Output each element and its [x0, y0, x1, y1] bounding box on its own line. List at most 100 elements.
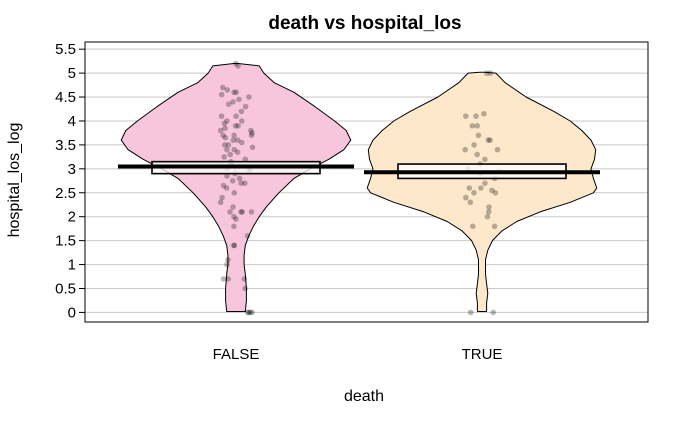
- y-tick-label: 2: [68, 209, 76, 226]
- y-tick-label: 1.5: [55, 233, 76, 250]
- data-point: [221, 154, 227, 160]
- data-point: [245, 309, 251, 316]
- data-point: [222, 134, 229, 141]
- data-point: [238, 108, 245, 115]
- data-point: [231, 213, 237, 220]
- data-point: [242, 285, 248, 292]
- y-tick-label: 0: [68, 304, 76, 321]
- data-point: [473, 113, 479, 119]
- axes: 0 0.5 1 1.5 2 2.5 3 3.5 4 4.5 5 5.5 FALSE TRUE: [55, 41, 502, 363]
- data-point: [217, 127, 224, 134]
- beans: [120, 63, 598, 312]
- y-tick-label: 3.5: [55, 137, 76, 154]
- data-point: [245, 309, 252, 316]
- data-point: [231, 223, 237, 230]
- bean-false: [120, 63, 352, 312]
- bean-true: [366, 71, 598, 312]
- data-point: [248, 127, 254, 134]
- data-point: [467, 199, 474, 206]
- data-point: [224, 173, 230, 179]
- data-point: [239, 209, 245, 215]
- data-point: [487, 137, 493, 143]
- data-point: [478, 185, 484, 191]
- data-point: [234, 137, 241, 143]
- y-tick-label: 4: [68, 113, 76, 130]
- x-tick-label: FALSE: [213, 346, 260, 363]
- data-point: [242, 156, 249, 163]
- data-point: [249, 130, 255, 136]
- data-point: [225, 142, 232, 148]
- data-point: [484, 70, 490, 76]
- data-point: [231, 242, 237, 249]
- data-point: [239, 118, 245, 124]
- data-point: [232, 123, 239, 129]
- data-point: [238, 180, 244, 186]
- data-point: [470, 223, 476, 230]
- data-point: [469, 123, 476, 129]
- data-point: [220, 132, 226, 139]
- data-point: [218, 113, 225, 119]
- data-point: [230, 204, 236, 210]
- y-tick-label: 0.5: [55, 280, 76, 297]
- data-point: [224, 118, 230, 124]
- data-point: [475, 132, 482, 139]
- plot-frame: [84, 41, 649, 323]
- data-point: [224, 146, 230, 153]
- data-point: [229, 178, 236, 184]
- data-point: [238, 209, 244, 215]
- data-point: [231, 89, 237, 96]
- y-tick-label: 2.5: [55, 185, 76, 202]
- data-point: [233, 89, 239, 96]
- data-point: [233, 216, 239, 222]
- data-point: [463, 113, 469, 119]
- data-point: [236, 175, 243, 182]
- data-point: [217, 199, 224, 206]
- data-point: [231, 190, 238, 196]
- data-point: [227, 209, 233, 215]
- data-point: [232, 60, 239, 67]
- data-point: [249, 309, 255, 316]
- chart-title: death vs hospital_los: [268, 13, 461, 34]
- data-point: [494, 146, 501, 153]
- data-point: [246, 94, 252, 100]
- data-point: [249, 144, 256, 151]
- x-axis-label: death: [344, 388, 384, 405]
- data-point: [463, 194, 469, 201]
- y-axis-label: hospital_los_log: [6, 123, 23, 238]
- data-point: [242, 180, 248, 186]
- data-point: [220, 84, 226, 91]
- data-point: [231, 242, 238, 249]
- data-point: [474, 123, 481, 129]
- data-point: [471, 190, 477, 196]
- data-point: [462, 146, 469, 153]
- data-point: [244, 233, 251, 239]
- y-tick-label: 3: [68, 161, 76, 178]
- data-point: [242, 103, 249, 110]
- x-tick-label: TRUE: [462, 346, 503, 363]
- data-point: [489, 187, 495, 194]
- data-point: [220, 276, 227, 282]
- data-point: [225, 101, 232, 107]
- data-point: [491, 223, 498, 230]
- data-point: [230, 99, 236, 105]
- grid-lines: [85, 48, 648, 313]
- data-point: [486, 204, 492, 210]
- data-point: [471, 142, 477, 148]
- data-point: [222, 142, 228, 148]
- data-point: [467, 309, 474, 316]
- data-point: [219, 194, 225, 201]
- data-point: [225, 257, 231, 263]
- data-point: [239, 139, 245, 146]
- data-point: [484, 213, 491, 220]
- data-point: [492, 190, 499, 196]
- data-point: [248, 132, 255, 139]
- data-point: [474, 151, 481, 158]
- data-point: [248, 209, 255, 215]
- data-point: [218, 91, 225, 98]
- data-point: [247, 309, 254, 316]
- data-point: [241, 276, 248, 282]
- data-point: [235, 123, 241, 129]
- y-tick-label: 5: [68, 65, 76, 82]
- data-point: [224, 87, 231, 93]
- data-point: [236, 96, 242, 103]
